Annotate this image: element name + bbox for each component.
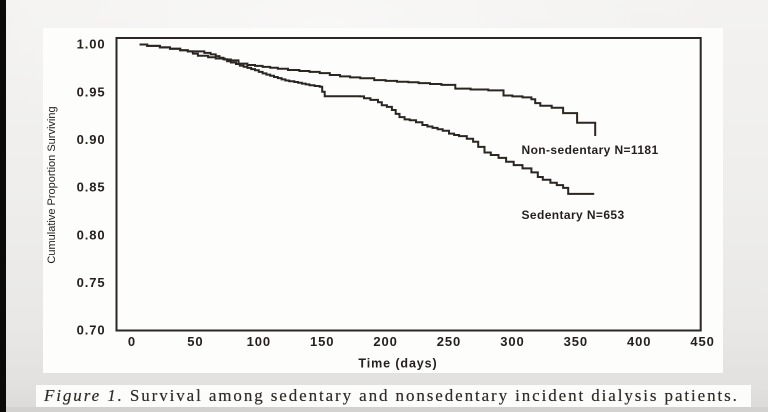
svg-text:400: 400 [627,334,651,349]
svg-text:Cumulative Proportion Survivin: Cumulative Proportion Surviving [46,106,58,263]
svg-text:0.95: 0.95 [77,84,106,99]
svg-text:250: 250 [437,334,461,349]
svg-text:0.70: 0.70 [77,323,106,338]
svg-text:0.90: 0.90 [77,132,106,147]
svg-text:Sedentary N=653: Sedentary N=653 [522,208,625,222]
svg-text:300: 300 [500,334,524,349]
svg-text:0.80: 0.80 [77,227,106,242]
svg-text:0.75: 0.75 [77,275,106,290]
svg-text:100: 100 [247,334,271,349]
svg-text:1.00: 1.00 [77,37,106,52]
svg-text:450: 450 [690,334,714,349]
svg-text:0.85: 0.85 [77,180,106,195]
svg-text:50: 50 [187,334,203,349]
svg-text:0: 0 [128,334,136,349]
svg-text:150: 150 [310,334,334,349]
svg-text:Non-sedentary N=1181: Non-sedentary N=1181 [522,143,659,157]
svg-text:200: 200 [373,334,397,349]
svg-text:Time (days): Time (days) [358,357,437,371]
svg-text:350: 350 [564,334,588,349]
